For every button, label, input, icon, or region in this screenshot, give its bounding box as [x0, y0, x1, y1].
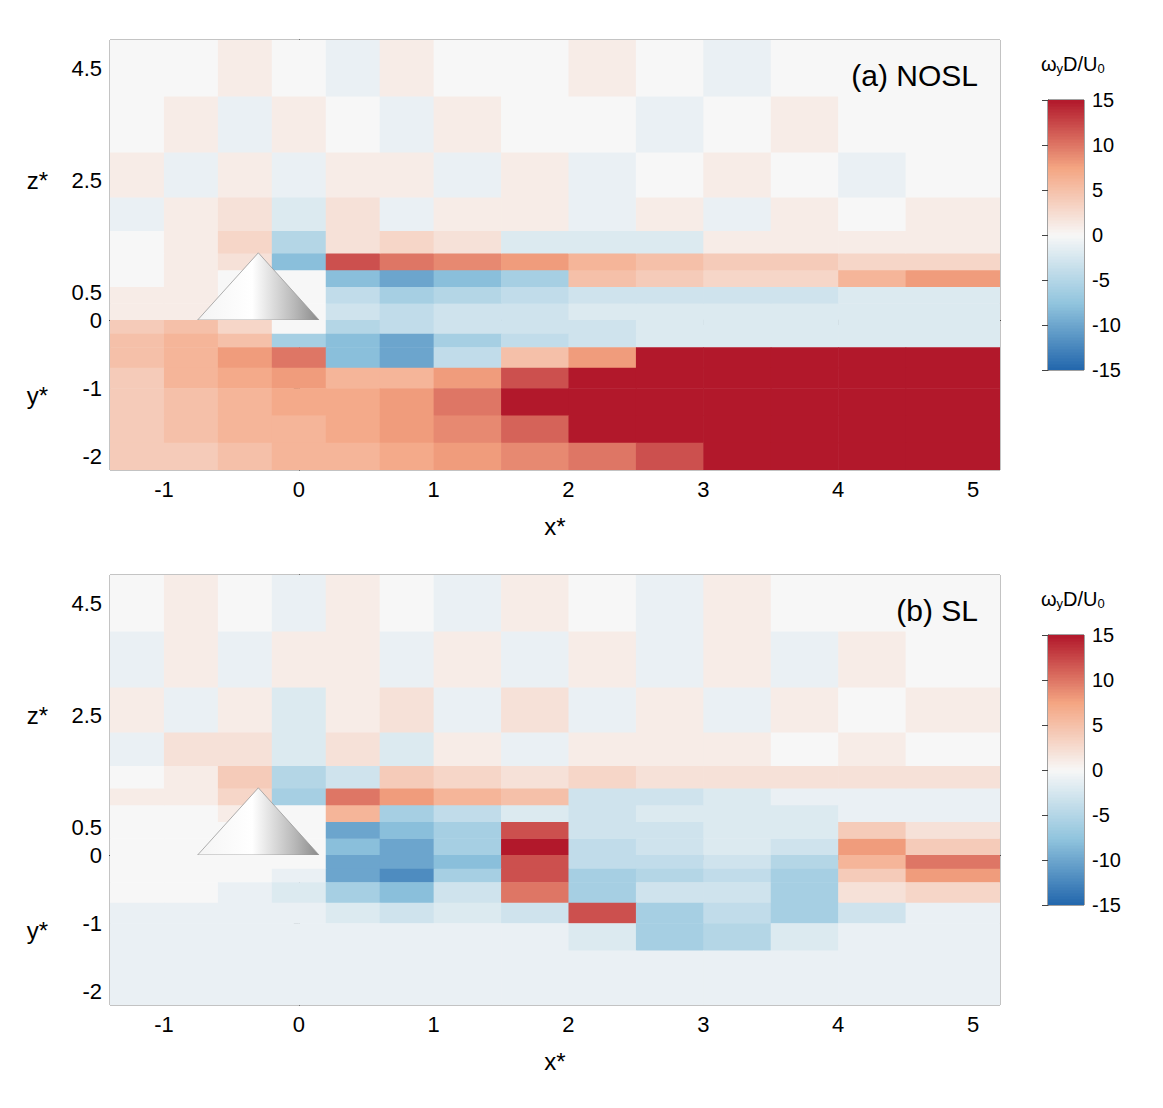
svg-text:0: 0 — [1092, 759, 1103, 781]
svg-text:-15: -15 — [1092, 894, 1121, 916]
svg-text:0.5: 0.5 — [71, 815, 102, 840]
svg-text:2.5: 2.5 — [71, 168, 102, 193]
svg-text:y*: y* — [27, 382, 48, 409]
svg-text:3: 3 — [697, 477, 709, 502]
svg-text:-1: -1 — [82, 911, 102, 936]
svg-text:-10: -10 — [1092, 314, 1121, 336]
svg-text:-5: -5 — [1092, 269, 1110, 291]
svg-text:z*: z* — [27, 167, 48, 194]
svg-text:-1: -1 — [82, 376, 102, 401]
svg-text:y*: y* — [27, 917, 48, 944]
svg-text:10: 10 — [1092, 134, 1114, 156]
svg-text:y: y — [1056, 61, 1064, 76]
svg-text:ω: ω — [1041, 53, 1057, 75]
svg-text:5: 5 — [967, 1012, 979, 1037]
svg-text:10: 10 — [1092, 669, 1114, 691]
svg-text:-10: -10 — [1092, 849, 1121, 871]
svg-text:(b) SL: (b) SL — [896, 594, 978, 627]
svg-text:3: 3 — [697, 1012, 709, 1037]
svg-text:ω: ω — [1041, 588, 1057, 610]
svg-text:4.5: 4.5 — [71, 591, 102, 616]
svg-text:15: 15 — [1092, 624, 1114, 646]
svg-text:15: 15 — [1092, 89, 1114, 111]
svg-text:D/U: D/U — [1063, 53, 1097, 75]
svg-text:5: 5 — [967, 477, 979, 502]
svg-text:-15: -15 — [1092, 359, 1121, 381]
svg-text:-2: -2 — [82, 444, 102, 469]
svg-text:4: 4 — [832, 1012, 844, 1037]
svg-text:x*: x* — [544, 513, 565, 540]
svg-text:2: 2 — [562, 477, 574, 502]
svg-text:0: 0 — [90, 843, 102, 868]
svg-text:-5: -5 — [1092, 804, 1110, 826]
svg-text:x*: x* — [544, 1048, 565, 1075]
svg-text:2: 2 — [562, 1012, 574, 1037]
svg-text:0: 0 — [90, 308, 102, 333]
svg-text:z*: z* — [27, 702, 48, 729]
svg-text:5: 5 — [1092, 179, 1103, 201]
svg-text:0.5: 0.5 — [71, 280, 102, 305]
svg-text:D/U: D/U — [1063, 588, 1097, 610]
svg-text:(a) NOSL: (a) NOSL — [851, 59, 978, 92]
svg-text:4: 4 — [832, 477, 844, 502]
svg-text:0: 0 — [1098, 596, 1105, 611]
svg-text:0: 0 — [293, 1012, 305, 1037]
svg-text:1: 1 — [428, 477, 440, 502]
svg-text:-2: -2 — [82, 979, 102, 1004]
svg-text:0: 0 — [1098, 61, 1105, 76]
svg-text:4.5: 4.5 — [71, 56, 102, 81]
svg-text:0: 0 — [1092, 224, 1103, 246]
svg-text:-1: -1 — [154, 477, 174, 502]
svg-text:y: y — [1056, 596, 1064, 611]
svg-text:2.5: 2.5 — [71, 703, 102, 728]
svg-text:0: 0 — [293, 477, 305, 502]
svg-text:5: 5 — [1092, 714, 1103, 736]
svg-text:-1: -1 — [154, 1012, 174, 1037]
svg-text:1: 1 — [428, 1012, 440, 1037]
